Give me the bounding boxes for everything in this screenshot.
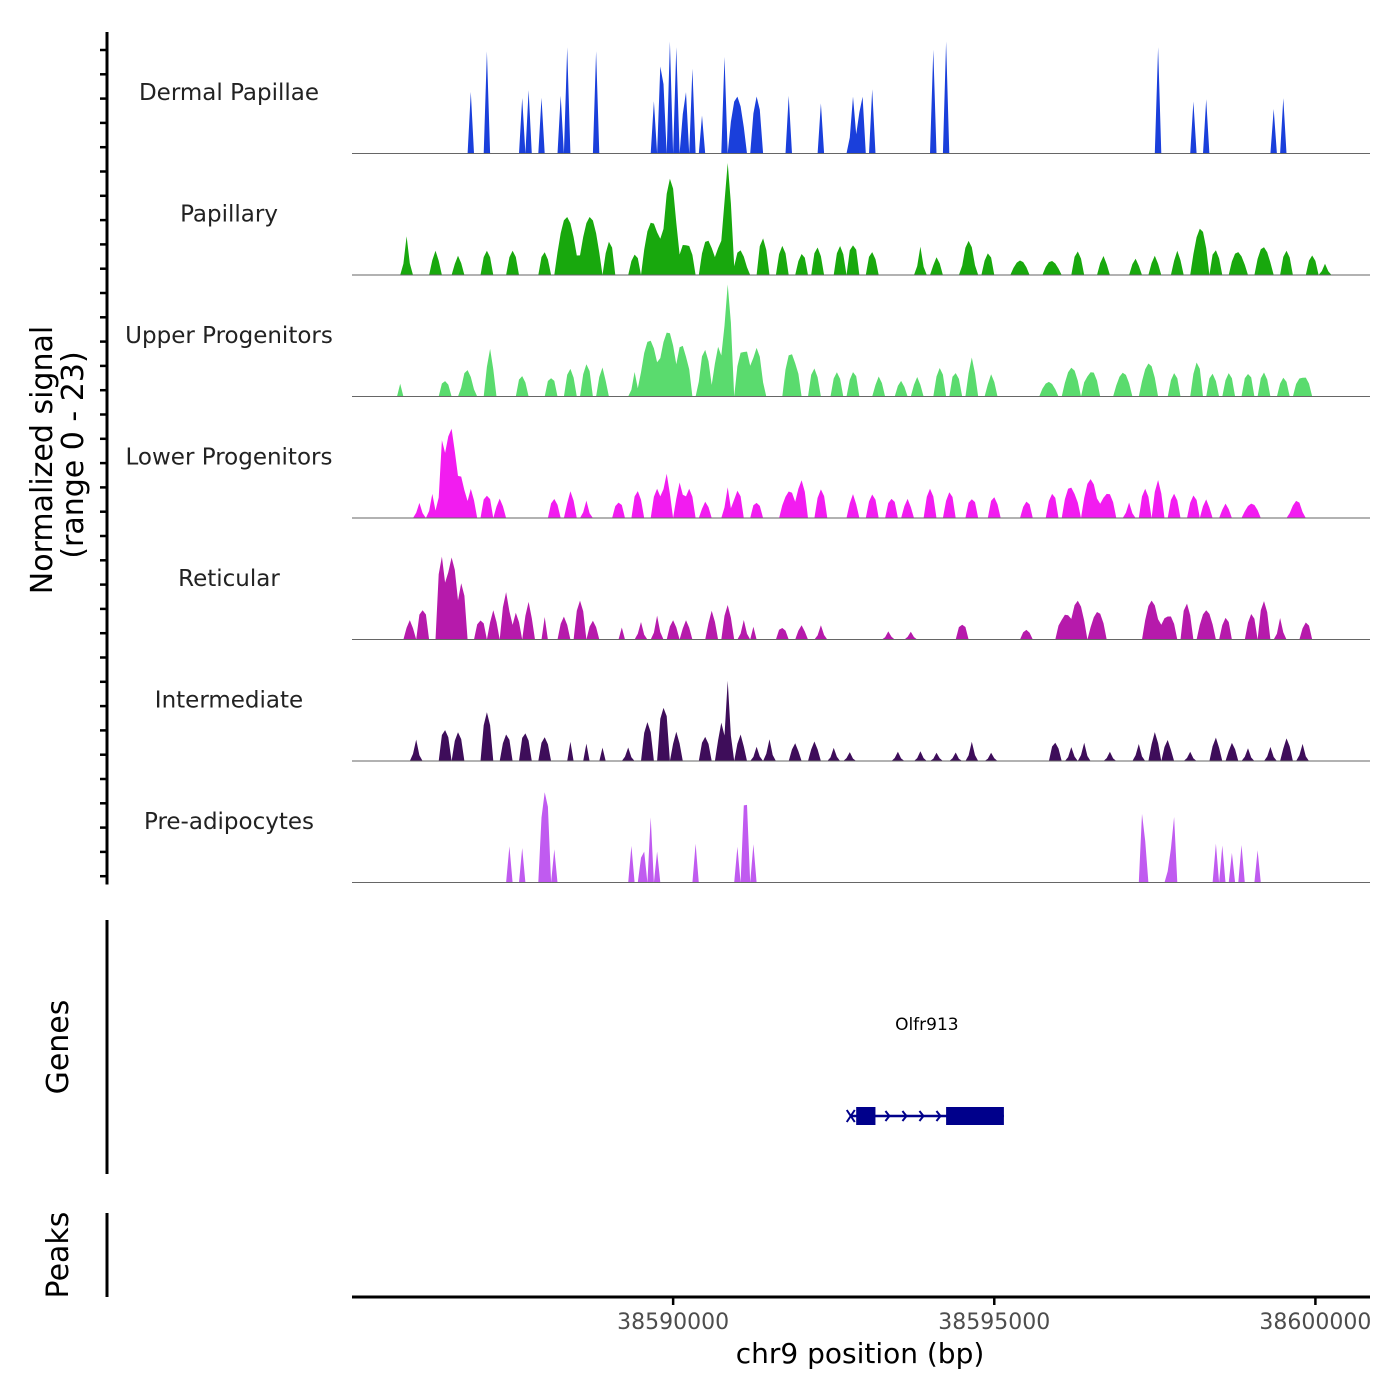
track-intermediate: Intermediate (155, 680, 1370, 762)
track-label: Pre-adipocytes (144, 809, 314, 835)
x-tick-label: 38595000 (938, 1310, 1050, 1335)
track-papillary: Papillary (180, 163, 1370, 276)
x-axis-ticks: 38590000 38595000 38600000 (617, 1297, 1371, 1335)
gene-exon (946, 1107, 1004, 1125)
signal-area (352, 163, 1370, 275)
track-label: Papillary (180, 202, 278, 228)
signal-area (352, 792, 1370, 883)
gene-start-cap (845, 1109, 856, 1123)
strand-arrow-icon (884, 1110, 891, 1122)
strand-arrow-icon (918, 1110, 925, 1122)
genes-track-label: Genes (41, 1000, 76, 1095)
strand-arrow-icon (935, 1110, 942, 1122)
track-pre-adipocytes: Pre-adipocytes (144, 792, 1370, 883)
peaks-track-label: Peaks (41, 1212, 76, 1299)
track-label: Intermediate (155, 688, 303, 714)
track-reticular: Reticular (178, 556, 1370, 640)
track-label: Lower Progenitors (126, 445, 333, 471)
x-tick-label: 38590000 (617, 1310, 729, 1335)
track-dermal-papillae: Dermal Papillae (139, 41, 1370, 154)
signal-area (352, 428, 1370, 518)
track-lower-progenitors: Lower Progenitors (126, 428, 1370, 519)
signal-axis (100, 32, 109, 885)
x-axis-title: chr9 position (bp) (736, 1337, 985, 1370)
y-axis-title: Normalized signal (25, 326, 60, 594)
gene-track: Olfr913 (845, 1015, 1004, 1125)
gene-label: Olfr913 (895, 1015, 959, 1035)
track-label: Dermal Papillae (139, 80, 319, 106)
x-tick-label: 38600000 (1259, 1310, 1371, 1335)
track-label: Reticular (178, 566, 280, 592)
strand-arrow-icon (901, 1110, 908, 1122)
y-axis-range: (range 0 - 23) (56, 351, 91, 558)
signal-area (352, 284, 1370, 397)
track-upper-progenitors: Upper Progenitors (125, 284, 1370, 397)
signal-tracks: Dermal Papillae Papillary Upper Progenitor… (125, 41, 1370, 883)
gene-exon (856, 1107, 876, 1125)
gene-olfr913: Olfr913 (845, 1015, 1004, 1125)
signal-area (352, 41, 1370, 154)
track-label: Upper Progenitors (125, 323, 333, 349)
signal-area (352, 556, 1370, 640)
signal-area (352, 680, 1370, 761)
